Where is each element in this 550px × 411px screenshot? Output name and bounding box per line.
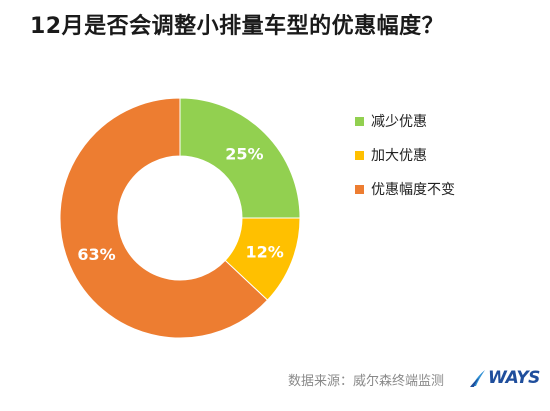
legend-label-increase: 加大优惠 (371, 148, 427, 164)
ways-logo: WAYS (470, 368, 540, 388)
chart-title: 12月是否会调整小排量车型的优惠幅度？ (30, 14, 445, 39)
slice-label-increase: 12% (245, 242, 283, 261)
slice-label-reduce: 25% (225, 145, 263, 164)
donut-slice-unchanged (59, 97, 269, 339)
donut-slice-reduce (179, 97, 301, 219)
legend-swatch-increase (355, 150, 364, 160)
legend-item-unchanged: 优惠幅度不变 (355, 172, 455, 206)
logo-text: WAYS (488, 368, 540, 388)
legend-label-reduce: 减少优惠 (371, 114, 427, 130)
source-note: 数据来源：威尔森终端监测 (288, 374, 445, 389)
legend: 减少优惠 加大优惠 优惠幅度不变 (355, 104, 455, 206)
slice-label-unchanged: 63% (77, 245, 115, 264)
legend-item-increase: 加大优惠 (355, 138, 455, 172)
legend-swatch-reduce (355, 116, 364, 126)
legend-item-reduce: 减少优惠 (355, 104, 455, 138)
legend-swatch-unchanged (355, 184, 364, 194)
ways-swoosh-icon (470, 370, 485, 387)
legend-label-unchanged: 优惠幅度不变 (371, 182, 455, 198)
